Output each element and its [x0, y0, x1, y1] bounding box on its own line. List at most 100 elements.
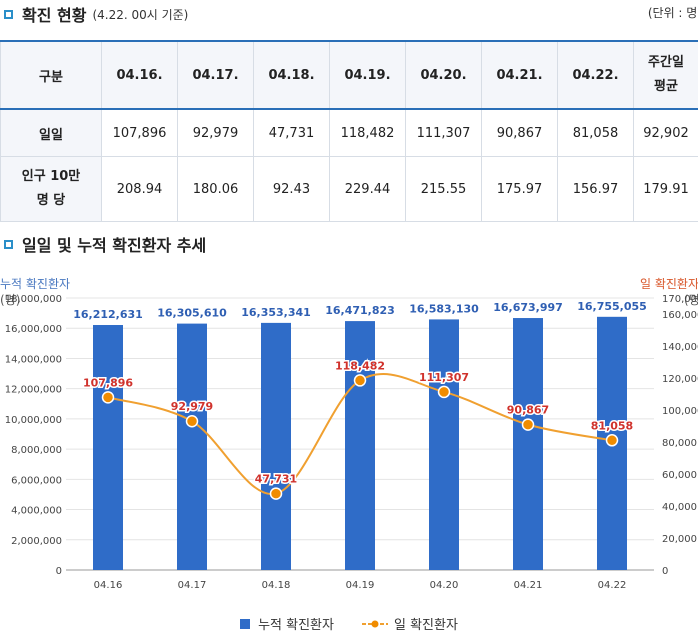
- table-cell: 229.44: [329, 156, 406, 222]
- line-point: [101, 391, 115, 404]
- right-tick-label: 140,000: [662, 342, 698, 353]
- header-cell: 04.22.: [557, 40, 634, 110]
- bar-value-label: 16,673,997: [493, 301, 563, 314]
- left-tick-label: 6,000,000: [11, 475, 62, 486]
- x-tick-label: 04.18: [262, 580, 291, 591]
- table-cell: 179.91: [633, 156, 698, 222]
- line-point: [185, 414, 199, 428]
- table-cell: 81,058: [557, 108, 634, 157]
- section-title-text: 확진 현황: [22, 6, 87, 25]
- left-tick-label: 14,000,000: [5, 354, 62, 365]
- line-point: [605, 434, 619, 447]
- legend-label: 일 확진환자: [393, 618, 458, 633]
- table-row: 일일 107,896 92,979 47,731 118,482 111,307…: [0, 108, 698, 157]
- table-cell: 107,896: [101, 108, 178, 157]
- table-cell: 215.55: [405, 156, 482, 222]
- header-cell: 04.16.: [101, 40, 178, 110]
- row-label: 인구 10만 명 당: [0, 156, 102, 222]
- x-tick-label: 04.20: [430, 580, 459, 591]
- line-point: [437, 385, 451, 399]
- table-cell: 175.97: [481, 156, 558, 222]
- line-value-label: 90,867: [507, 404, 549, 417]
- header-cell: 04.21.: [481, 40, 558, 110]
- x-tick-label: 04.16: [94, 580, 123, 591]
- line-point: [353, 374, 367, 387]
- table-cell: 92,902: [633, 108, 698, 157]
- bar-swatch-icon: [240, 618, 251, 629]
- bar: [93, 325, 123, 570]
- left-tick-label: 10,000,000: [5, 415, 62, 426]
- row-label: 일일: [0, 108, 102, 157]
- bar-value-label: 16,755,055: [577, 300, 647, 313]
- line-value-label: 111,307: [419, 371, 469, 384]
- line-swatch-icon: [361, 620, 388, 627]
- left-tick-label: 8,000,000: [11, 445, 62, 456]
- left-tick-label: 16,000,000: [5, 324, 62, 335]
- right-axis-unit: (명): [684, 293, 698, 307]
- left-axis-unit: (명): [0, 293, 20, 307]
- section-title-status: 확진 현황 (4.22. 00시 기준): [4, 2, 188, 26]
- header-cell: 04.19.: [329, 40, 406, 110]
- right-tick-label: 60,000: [662, 470, 697, 481]
- table-cell: 156.97: [557, 156, 634, 222]
- bar: [177, 323, 207, 570]
- bar: [261, 322, 291, 570]
- right-tick-label: 120,000: [662, 374, 698, 385]
- legend-item-cumulative[interactable]: 누적 확진환자: [240, 614, 334, 633]
- x-tick-label: 04.21: [514, 580, 543, 591]
- right-axis-title: 일 확진환자: [640, 277, 698, 291]
- table-cell: 47,731: [253, 108, 330, 157]
- header-cell: 구분: [0, 40, 102, 110]
- line-value-label: 107,896: [83, 376, 133, 389]
- bar-value-label: 16,305,610: [157, 307, 227, 320]
- bar: [345, 321, 375, 570]
- x-tick-label: 04.22: [598, 580, 627, 591]
- table-cell: 92.43: [253, 156, 330, 222]
- x-tick-label: 04.17: [178, 580, 207, 591]
- right-tick-label: 170,000: [662, 294, 698, 305]
- trend-chart: 누적 확진환자 (명) 일 확진환자 (명) 0 2,000,000 4,000,000 6,…: [0, 277, 698, 591]
- line-point: [521, 418, 535, 431]
- right-tick-label: 20,000: [662, 534, 697, 545]
- table-header-row: 구분 04.16. 04.17. 04.18. 04.19. 04.20. 04…: [0, 40, 698, 110]
- left-axis-title: 누적 확진환자: [0, 277, 70, 291]
- table-cell: 180.06: [177, 156, 254, 222]
- unit-label: (단위 : 명): [647, 6, 698, 20]
- line-point: [269, 487, 283, 500]
- square-bullet-icon: [4, 9, 13, 19]
- left-tick-label: 2,000,000: [11, 536, 62, 547]
- table-row: 인구 10만 명 당 208.94 180.06 92.43 229.44 21…: [0, 156, 698, 222]
- x-tick-label: 04.19: [346, 580, 375, 591]
- section-title-trend: 일일 및 누적 확진환자 추세: [4, 232, 206, 256]
- chart-legend: 누적 확진환자 일 확진환자: [0, 614, 698, 633]
- stats-table: 구분 04.16. 04.17. 04.18. 04.19. 04.20. 04…: [0, 40, 698, 222]
- line-value-label: 47,731: [255, 473, 297, 486]
- right-tick-label: 100,000: [662, 406, 698, 417]
- bar-value-label: 16,583,130: [409, 302, 479, 315]
- header-cell: 주간일 평균: [633, 40, 698, 110]
- header-cell: 04.20.: [405, 40, 482, 110]
- table-cell: 92,979: [177, 108, 254, 157]
- bar: [513, 318, 543, 570]
- table-cell: 118,482: [329, 108, 406, 157]
- line-value-label: 118,482: [335, 359, 385, 372]
- bar: [429, 319, 459, 570]
- left-tick-label: 12,000,000: [5, 385, 62, 396]
- left-tick-label: 18,000,000: [5, 294, 62, 305]
- section-title-text: 일일 및 누적 확진환자 추세: [22, 236, 207, 255]
- right-tick-label: 160,000: [662, 310, 698, 321]
- legend-item-daily[interactable]: 일 확진환자: [361, 614, 458, 633]
- square-bullet-icon: [4, 239, 13, 249]
- right-tick-label: 40,000: [662, 502, 697, 513]
- section-subtitle: (4.22. 00시 기준): [92, 7, 189, 22]
- line-value-label: 92,979: [171, 400, 213, 413]
- left-tick-label: 0: [56, 566, 62, 577]
- line-value-label: 81,058: [591, 419, 633, 432]
- right-tick-label: 0: [662, 566, 668, 577]
- header-cell: 04.18.: [253, 40, 330, 110]
- left-tick-label: 4,000,000: [11, 506, 62, 517]
- table-cell: 208.94: [101, 156, 178, 222]
- bar-value-label: 16,353,341: [241, 306, 311, 319]
- table-cell: 90,867: [481, 108, 558, 157]
- bar-value-label: 16,471,823: [325, 304, 395, 317]
